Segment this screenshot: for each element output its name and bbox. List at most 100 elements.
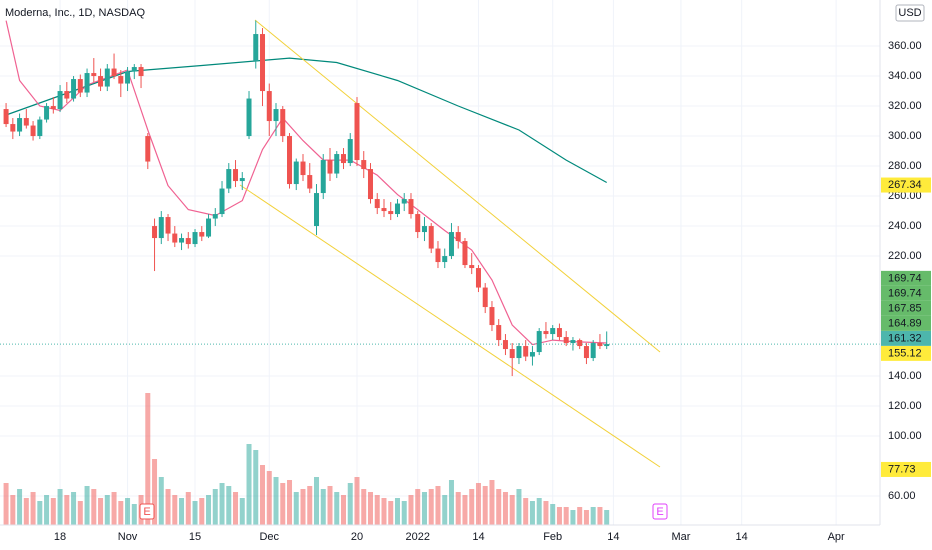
candle-body xyxy=(158,217,164,239)
volume-bar xyxy=(118,501,124,525)
volume-bar xyxy=(314,477,320,525)
volume-bar xyxy=(604,510,610,525)
volume-bar xyxy=(239,498,245,525)
volume-bar xyxy=(111,492,117,525)
volume-bar xyxy=(84,486,90,525)
candle-body xyxy=(327,160,333,174)
candle-body xyxy=(408,199,414,215)
candle-body xyxy=(442,256,448,263)
price-label: 267.34 xyxy=(888,179,922,191)
candle-body xyxy=(509,349,515,359)
price-label: 169.74 xyxy=(888,272,922,284)
price-label-box xyxy=(881,345,931,361)
x-tick-label: 20 xyxy=(351,531,363,543)
candle-body xyxy=(57,91,63,110)
earnings-label: E xyxy=(143,506,150,518)
price-label-box xyxy=(881,270,931,286)
volume-bar xyxy=(158,477,164,525)
earnings-marker[interactable]: E xyxy=(139,503,155,520)
x-tick-label: Dec xyxy=(259,531,279,543)
candle-body xyxy=(118,76,124,84)
candle-body xyxy=(428,226,434,249)
y-tick-label: 280.00 xyxy=(888,160,922,172)
volume-bar xyxy=(435,486,441,525)
y-tick-label: 140.00 xyxy=(888,370,922,382)
moving-average xyxy=(5,57,607,184)
candle-body xyxy=(354,103,360,161)
volume-bar xyxy=(523,498,529,525)
axis-layer: 360.00 340.00 320.00 300.00 280.00 260.00 240.… xyxy=(54,40,931,543)
volume-bar xyxy=(421,492,427,525)
candle-body xyxy=(502,340,508,350)
x-tick-label: Apr xyxy=(828,531,845,543)
volume-bar xyxy=(98,498,104,525)
volume-bar xyxy=(273,477,279,525)
volume-bar xyxy=(226,486,232,525)
candle-body xyxy=(91,73,97,77)
y-tick-label: 60.00 xyxy=(888,490,916,502)
volume-bar xyxy=(455,492,461,525)
candle-body xyxy=(448,232,454,257)
volume-bar xyxy=(509,495,515,525)
volume-bar xyxy=(543,501,549,525)
candle-body xyxy=(320,160,326,194)
candle-body xyxy=(590,343,596,359)
volume-bar xyxy=(388,501,394,525)
price-label-box xyxy=(881,461,931,477)
candle-body xyxy=(145,136,151,162)
candle-body xyxy=(550,328,556,335)
y-tick-label: 360.00 xyxy=(888,40,922,52)
volume-bar xyxy=(246,444,252,525)
y-tick-label: 120.00 xyxy=(888,400,922,412)
volume-bar xyxy=(550,504,556,525)
candle-body xyxy=(226,169,232,189)
y-tick-label: 300.00 xyxy=(888,130,922,142)
candle-body xyxy=(152,226,158,239)
candle-body xyxy=(529,352,535,357)
volume-bar xyxy=(367,492,373,525)
currency-box[interactable] xyxy=(895,4,925,22)
candle-body xyxy=(77,79,83,93)
candle-body xyxy=(556,328,562,338)
volume-bar xyxy=(212,489,218,525)
candle-layer xyxy=(3,20,610,377)
volume-bar xyxy=(361,489,367,525)
volume-bar xyxy=(266,471,272,525)
volume-bar xyxy=(469,489,475,525)
volume-bar xyxy=(77,501,83,525)
candle-body xyxy=(104,68,110,87)
chart-title: Moderna, Inc., 1D, NASDAQ xyxy=(5,7,145,19)
volume-bar xyxy=(10,495,16,525)
candle-body xyxy=(489,307,495,326)
candle-body xyxy=(435,248,441,263)
volume-bar xyxy=(91,489,97,525)
volume-bar xyxy=(374,495,380,525)
y-tick-label: 260.00 xyxy=(888,190,922,202)
currency: USD xyxy=(898,7,921,19)
volume-bar xyxy=(172,495,178,525)
candle-body xyxy=(219,188,225,215)
volume-bar xyxy=(233,492,239,525)
candle-body xyxy=(340,154,346,164)
volume-bar xyxy=(307,486,313,525)
candle-body xyxy=(84,73,90,93)
x-tick-label: Feb xyxy=(543,531,562,543)
candle-body xyxy=(577,340,583,347)
candle-body xyxy=(192,232,198,245)
candle-body xyxy=(273,109,279,122)
price-label: 77.73 xyxy=(888,463,916,475)
volume-bar xyxy=(30,492,36,525)
candle-body xyxy=(233,169,239,182)
candle-body xyxy=(475,268,481,288)
candle-body xyxy=(10,124,16,132)
y-tick-label: 240.00 xyxy=(888,220,922,232)
earnings-marker[interactable]: E xyxy=(652,503,668,520)
candle-body xyxy=(314,193,320,227)
candle-body xyxy=(239,178,245,182)
candle-body xyxy=(131,67,137,72)
candle-body xyxy=(179,238,185,243)
candle-body xyxy=(293,161,299,185)
candle-body xyxy=(23,118,29,126)
